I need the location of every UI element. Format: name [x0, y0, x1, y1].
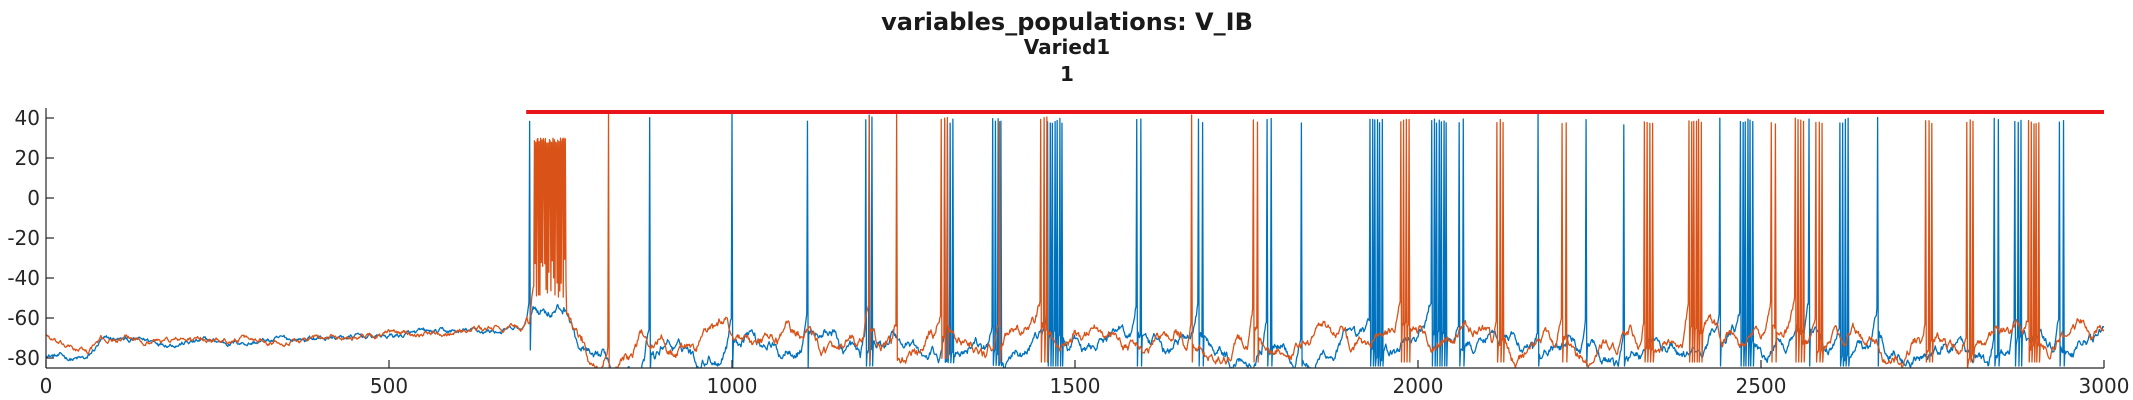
chart-subtitle-line-2: 1 [1060, 62, 1074, 86]
series-line-0 [46, 111, 2104, 368]
y-tick-label: -60 [7, 306, 40, 330]
x-tick-label: 2000 [1393, 374, 1444, 398]
axes-layer: 0 500 1000 1500 2000 2500 3000 40 20 0 -20 -40 -60 -8… [7, 106, 2129, 398]
plot-area: 0 500 1000 1500 2000 2500 3000 40 20 0 -20 -40 -60 -8… [7, 106, 2129, 398]
x-tick-label: 3000 [2079, 374, 2130, 398]
x-tick-label: 1500 [1050, 374, 1101, 398]
y-tick-label: 20 [15, 146, 40, 170]
x-tick-label: 1000 [707, 374, 758, 398]
series-line-1 [46, 111, 2104, 368]
y-tick-label: -40 [7, 266, 40, 290]
x-tick-label: 500 [370, 374, 408, 398]
y-tick-label: 0 [27, 186, 40, 210]
series-layer [46, 111, 2104, 368]
y-tick-label: -20 [7, 226, 40, 250]
chart-title: variables_populations: V_IB [881, 8, 1253, 36]
y-tick-label: 40 [15, 106, 40, 130]
y-tick-label: -80 [7, 346, 40, 370]
x-tick-label: 2500 [1736, 374, 1787, 398]
x-tick-label: 0 [40, 374, 53, 398]
chart-subtitle-line-1: Varied1 [1024, 35, 1110, 59]
